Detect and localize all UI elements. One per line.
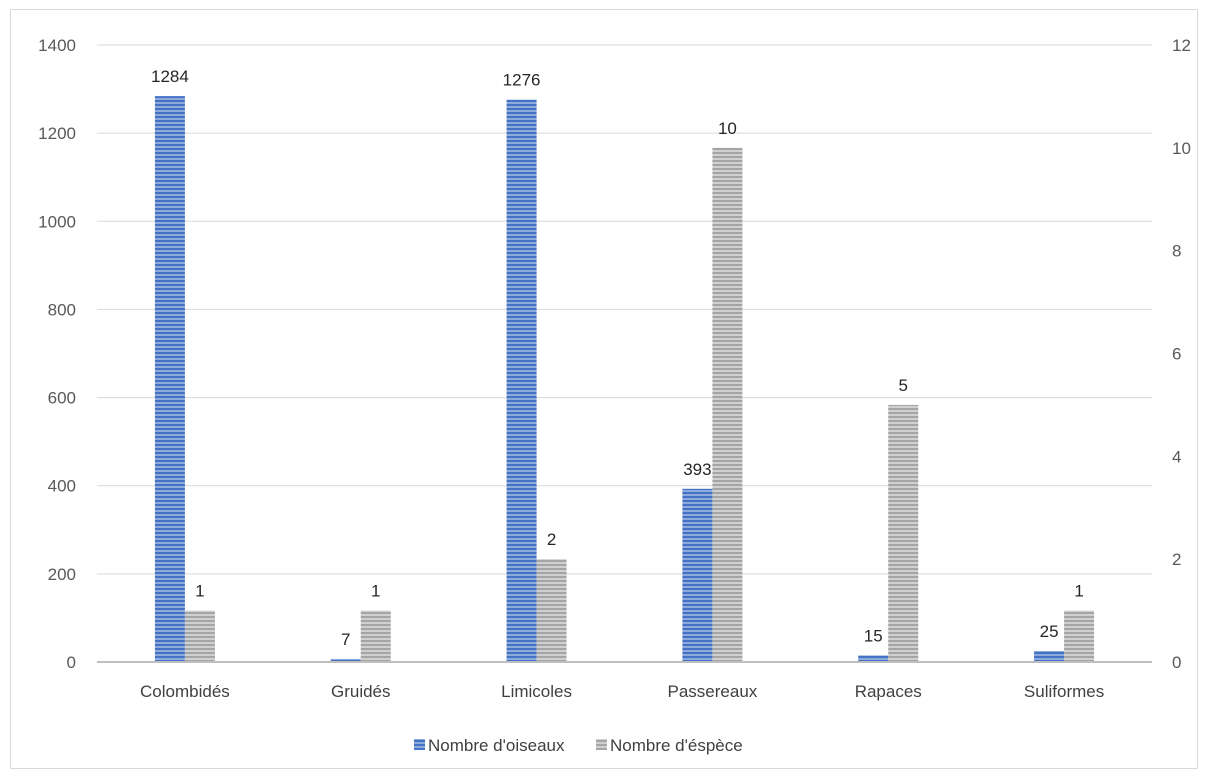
data-label: 10 bbox=[718, 119, 737, 138]
bar bbox=[1064, 610, 1095, 662]
left-tick-label: 1000 bbox=[38, 212, 76, 231]
data-label: 1 bbox=[1074, 582, 1083, 601]
legend-label: Nombre d'oiseaux bbox=[428, 736, 565, 755]
bar bbox=[330, 658, 361, 662]
right-tick-label: 2 bbox=[1172, 550, 1181, 569]
category-label: Colombidés bbox=[140, 682, 230, 701]
data-label: 393 bbox=[683, 460, 711, 479]
bar bbox=[858, 655, 889, 662]
data-label: 25 bbox=[1040, 622, 1059, 641]
data-label: 1 bbox=[371, 582, 380, 601]
left-tick-label: 600 bbox=[48, 389, 76, 408]
left-tick-label: 400 bbox=[48, 477, 76, 496]
category-label: Suliformes bbox=[1024, 682, 1104, 701]
right-tick-label: 0 bbox=[1172, 653, 1181, 672]
category-label: Rapaces bbox=[855, 682, 922, 701]
data-label: 1284 bbox=[151, 67, 189, 86]
x-axis-categories: Colombidés Gruidés Limicoles Passereaux Rapa… bbox=[140, 682, 1104, 701]
bar bbox=[506, 99, 537, 663]
legend[interactable]: Nombre d'oiseaux Nombre d'éspèce bbox=[414, 736, 743, 755]
left-tick-label: 0 bbox=[67, 653, 76, 672]
legend-swatch bbox=[414, 739, 425, 750]
left-y-axis: 0 200 400 600 800 1000 1200 1400 bbox=[38, 36, 76, 672]
legend-label: Nombre d'éspèce bbox=[610, 736, 743, 755]
data-label: 15 bbox=[864, 626, 883, 645]
bar bbox=[888, 404, 919, 662]
right-tick-label: 6 bbox=[1172, 345, 1181, 364]
legend-swatch bbox=[596, 739, 607, 750]
gridlines bbox=[97, 44, 1152, 575]
bar bbox=[154, 96, 185, 662]
data-label: 2 bbox=[547, 530, 556, 549]
right-y-axis: 0 2 4 6 8 10 12 bbox=[1172, 36, 1191, 672]
category-label: Gruidés bbox=[331, 682, 391, 701]
bar bbox=[712, 147, 743, 663]
data-label: 1 bbox=[195, 582, 204, 601]
bar bbox=[184, 610, 215, 662]
data-label: 7 bbox=[341, 630, 350, 649]
right-tick-label: 12 bbox=[1172, 36, 1191, 55]
category-label: Passereaux bbox=[668, 682, 758, 701]
right-tick-label: 10 bbox=[1172, 139, 1191, 158]
category-label: Limicoles bbox=[501, 682, 572, 701]
bar bbox=[360, 610, 391, 662]
bar bbox=[1034, 650, 1065, 662]
bars bbox=[97, 96, 1152, 663]
left-tick-label: 1200 bbox=[38, 124, 76, 143]
right-tick-label: 8 bbox=[1172, 242, 1181, 261]
left-tick-label: 800 bbox=[48, 300, 76, 319]
right-tick-label: 4 bbox=[1172, 447, 1181, 466]
left-tick-label: 200 bbox=[48, 565, 76, 584]
data-labels: 1284 1 7 1 1276 2 393 10 15 5 25 1 bbox=[151, 67, 1084, 649]
data-label: 5 bbox=[899, 376, 908, 395]
bar bbox=[536, 559, 567, 662]
left-tick-label: 1400 bbox=[38, 36, 76, 55]
bar bbox=[682, 488, 713, 662]
data-label: 1276 bbox=[503, 71, 541, 90]
